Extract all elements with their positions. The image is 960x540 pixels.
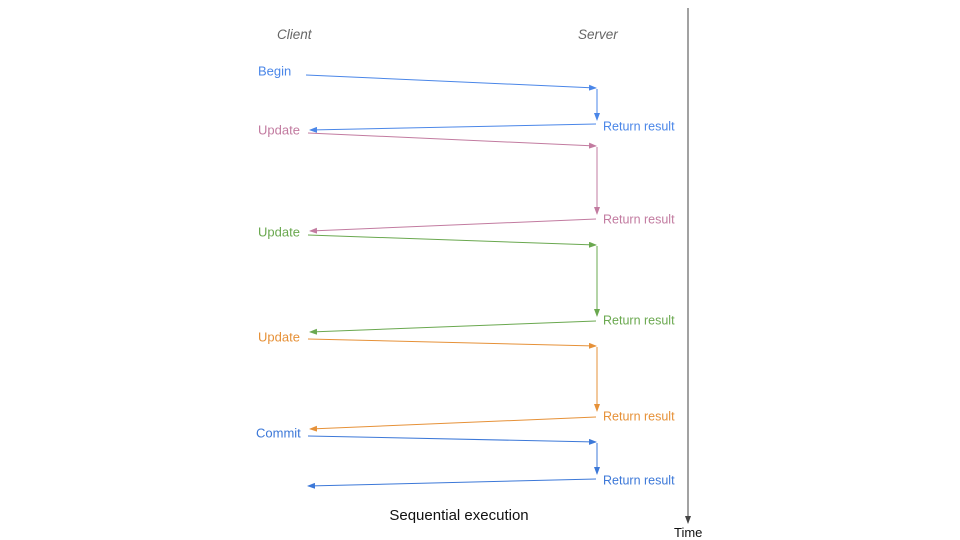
request-arrow xyxy=(307,435,597,445)
request-arrow xyxy=(307,234,597,248)
message-label: Begin xyxy=(258,64,291,79)
response-arrow xyxy=(307,478,597,489)
request-arrow xyxy=(307,132,597,149)
client-header: Client xyxy=(277,27,313,42)
response-arrow xyxy=(309,320,597,335)
diagram-title: Sequential execution xyxy=(389,507,528,524)
request-arrow xyxy=(305,74,597,91)
transaction-begin-0: Begin Return result xyxy=(258,64,675,134)
return-result-label: Return result xyxy=(603,314,675,328)
response-arrow xyxy=(309,123,597,133)
transaction-update-2: Update Return result xyxy=(258,225,675,335)
transaction-commit-4: Commit Return result xyxy=(256,426,675,489)
return-result-label: Return result xyxy=(603,410,675,424)
message-label: Update xyxy=(258,225,300,240)
response-arrow xyxy=(309,218,597,234)
return-result-label: Return result xyxy=(603,213,675,227)
return-result-label: Return result xyxy=(603,120,675,134)
message-label: Commit xyxy=(256,426,301,441)
transaction-update-1: Update Return result xyxy=(258,123,675,234)
message-label: Update xyxy=(258,330,300,345)
request-arrow xyxy=(307,338,597,349)
server-header: Server xyxy=(578,27,618,42)
time-axis-label: Time xyxy=(674,525,702,540)
transaction-update-3: Update Return result xyxy=(258,330,675,432)
response-arrow xyxy=(309,416,597,432)
return-result-label: Return result xyxy=(603,474,675,488)
message-label: Update xyxy=(258,123,300,138)
